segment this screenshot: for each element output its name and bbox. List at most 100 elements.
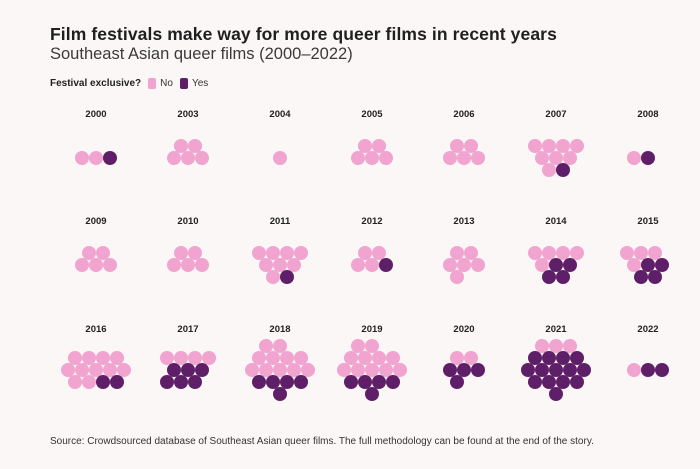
film-dot-2018-yes-15[interactable] <box>273 387 287 401</box>
film-dot-2019-no-10[interactable] <box>393 363 407 377</box>
film-dot-2011-no-0[interactable] <box>252 246 266 260</box>
film-dot-2016-yes-11[interactable] <box>96 375 110 389</box>
film-dot-2021-yes-10[interactable] <box>563 363 577 377</box>
film-dot-2018-no-0[interactable] <box>259 339 273 353</box>
film-dot-2018-no-4[interactable] <box>280 351 294 365</box>
film-dot-2018-yes-11[interactable] <box>252 375 266 389</box>
film-dot-2016-no-4[interactable] <box>61 363 75 377</box>
film-dot-2007-no-4[interactable] <box>535 151 549 165</box>
film-dot-2014-yes-7[interactable] <box>542 270 556 284</box>
film-dot-2008-no-0[interactable] <box>627 151 641 165</box>
film-dot-2009-no-3[interactable] <box>89 258 103 272</box>
film-dot-2015-no-3[interactable] <box>627 258 641 272</box>
film-dot-2010-no-1[interactable] <box>188 246 202 260</box>
film-dot-2021-yes-15[interactable] <box>570 375 584 389</box>
film-dot-2019-no-8[interactable] <box>365 363 379 377</box>
film-dot-2022-yes-1[interactable] <box>641 363 655 377</box>
film-dot-2007-no-3[interactable] <box>570 139 584 153</box>
film-dot-2021-yes-4[interactable] <box>542 351 556 365</box>
film-dot-2007-no-5[interactable] <box>549 151 563 165</box>
film-dot-2022-yes-2[interactable] <box>655 363 669 377</box>
film-dot-2009-no-0[interactable] <box>82 246 96 260</box>
film-dot-2021-yes-5[interactable] <box>556 351 570 365</box>
film-dot-2016-no-10[interactable] <box>82 375 96 389</box>
film-dot-2013-no-1[interactable] <box>464 246 478 260</box>
film-dot-2015-yes-7[interactable] <box>648 270 662 284</box>
film-dot-2015-no-0[interactable] <box>620 246 634 260</box>
film-dot-2007-no-1[interactable] <box>542 139 556 153</box>
film-dot-2007-no-7[interactable] <box>542 163 556 177</box>
film-dot-2006-no-3[interactable] <box>457 151 471 165</box>
film-dot-2010-no-4[interactable] <box>195 258 209 272</box>
film-dot-2019-no-5[interactable] <box>386 351 400 365</box>
film-dot-2020-yes-2[interactable] <box>443 363 457 377</box>
film-dot-2014-no-1[interactable] <box>542 246 556 260</box>
film-dot-2013-no-4[interactable] <box>471 258 485 272</box>
film-dot-2015-yes-5[interactable] <box>655 258 669 272</box>
film-dot-2021-yes-13[interactable] <box>542 375 556 389</box>
film-dot-2014-yes-8[interactable] <box>556 270 570 284</box>
film-dot-2019-no-2[interactable] <box>344 351 358 365</box>
film-dot-2020-yes-3[interactable] <box>457 363 471 377</box>
film-dot-2013-no-3[interactable] <box>457 258 471 272</box>
film-dot-2005-no-2[interactable] <box>351 151 365 165</box>
film-dot-2016-no-7[interactable] <box>103 363 117 377</box>
film-dot-2014-yes-5[interactable] <box>549 258 563 272</box>
film-dot-2019-no-1[interactable] <box>365 339 379 353</box>
film-dot-2010-no-0[interactable] <box>174 246 188 260</box>
film-dot-2018-no-5[interactable] <box>294 351 308 365</box>
film-dot-2015-no-2[interactable] <box>648 246 662 260</box>
film-dot-2011-no-7[interactable] <box>266 270 280 284</box>
film-dot-2017-yes-9[interactable] <box>188 375 202 389</box>
film-dot-2006-no-2[interactable] <box>443 151 457 165</box>
film-dot-2017-no-2[interactable] <box>188 351 202 365</box>
film-dot-2007-no-6[interactable] <box>563 151 577 165</box>
film-dot-2018-no-8[interactable] <box>273 363 287 377</box>
film-dot-2018-no-1[interactable] <box>273 339 287 353</box>
film-dot-2005-no-4[interactable] <box>379 151 393 165</box>
film-dot-2021-no-1[interactable] <box>549 339 563 353</box>
film-dot-2018-no-6[interactable] <box>245 363 259 377</box>
film-dot-2021-yes-16[interactable] <box>549 387 563 401</box>
film-dot-2011-yes-8[interactable] <box>280 270 294 284</box>
film-dot-2017-no-0[interactable] <box>160 351 174 365</box>
film-dot-2019-yes-11[interactable] <box>344 375 358 389</box>
film-dot-2020-no-0[interactable] <box>450 351 464 365</box>
film-dot-2019-yes-15[interactable] <box>365 387 379 401</box>
film-dot-2017-no-1[interactable] <box>174 351 188 365</box>
film-dot-2021-yes-14[interactable] <box>556 375 570 389</box>
film-dot-2016-yes-12[interactable] <box>110 375 124 389</box>
film-dot-2020-yes-5[interactable] <box>450 375 464 389</box>
film-dot-2011-no-5[interactable] <box>273 258 287 272</box>
film-dot-2021-yes-3[interactable] <box>528 351 542 365</box>
film-dot-2017-no-3[interactable] <box>202 351 216 365</box>
film-dot-2016-no-2[interactable] <box>96 351 110 365</box>
film-dot-2006-no-0[interactable] <box>450 139 464 153</box>
film-dot-2021-yes-6[interactable] <box>570 351 584 365</box>
film-dot-2012-no-2[interactable] <box>351 258 365 272</box>
film-dot-2010-no-2[interactable] <box>167 258 181 272</box>
film-dot-2014-no-2[interactable] <box>556 246 570 260</box>
film-dot-2021-yes-9[interactable] <box>549 363 563 377</box>
film-dot-2003-no-0[interactable] <box>174 139 188 153</box>
film-dot-2017-yes-5[interactable] <box>181 363 195 377</box>
film-dot-2009-no-2[interactable] <box>75 258 89 272</box>
film-dot-2005-no-1[interactable] <box>372 139 386 153</box>
film-dot-2019-yes-13[interactable] <box>372 375 386 389</box>
film-dot-2016-no-9[interactable] <box>68 375 82 389</box>
film-dot-2012-no-0[interactable] <box>358 246 372 260</box>
film-dot-2009-no-4[interactable] <box>103 258 117 272</box>
film-dot-2006-no-4[interactable] <box>471 151 485 165</box>
film-dot-2011-no-2[interactable] <box>280 246 294 260</box>
film-dot-2019-yes-14[interactable] <box>386 375 400 389</box>
film-dot-2018-no-10[interactable] <box>301 363 315 377</box>
film-dot-2005-no-0[interactable] <box>358 139 372 153</box>
film-dot-2008-yes-1[interactable] <box>641 151 655 165</box>
film-dot-2000-yes-2[interactable] <box>103 151 117 165</box>
film-dot-2003-no-1[interactable] <box>188 139 202 153</box>
film-dot-2019-no-6[interactable] <box>337 363 351 377</box>
film-dot-2006-no-1[interactable] <box>464 139 478 153</box>
film-dot-2005-no-3[interactable] <box>365 151 379 165</box>
film-dot-2021-yes-8[interactable] <box>535 363 549 377</box>
film-dot-2022-no-0[interactable] <box>627 363 641 377</box>
